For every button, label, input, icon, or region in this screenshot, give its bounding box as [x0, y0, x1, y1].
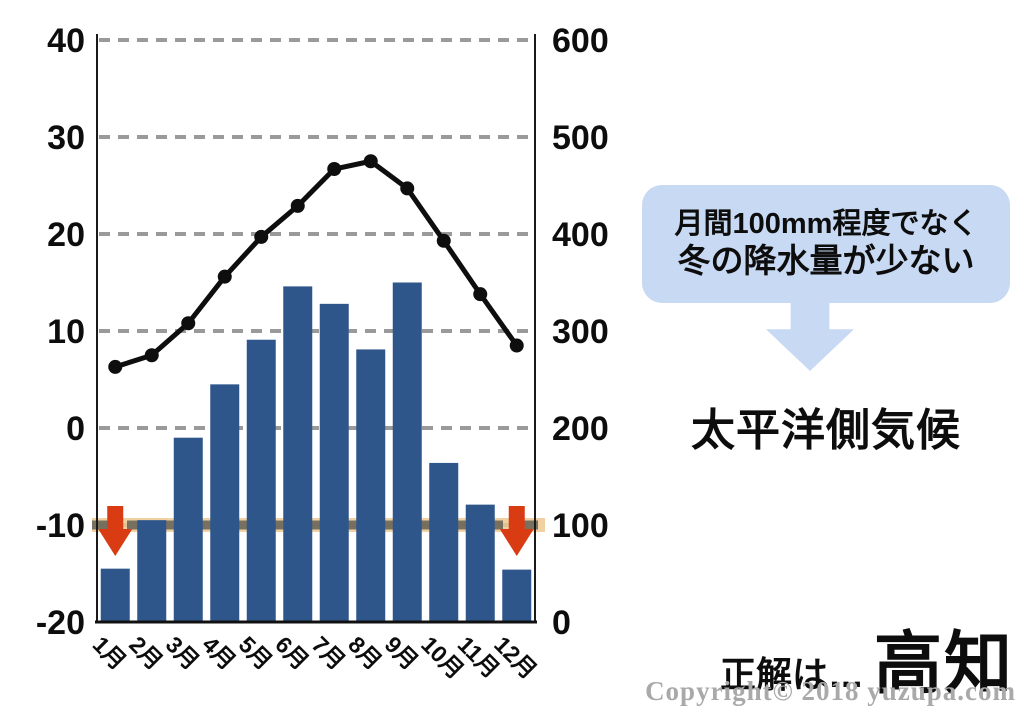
gridlines	[99, 38, 533, 527]
red-down-arrow-icon-12月	[499, 506, 534, 556]
bar-4月	[210, 384, 240, 622]
precipitation-bars	[100, 282, 532, 622]
red-down-arrow-icon-1月	[98, 506, 133, 556]
temperature-point-1月	[108, 359, 123, 374]
month-label-9月: 9月	[380, 631, 424, 675]
bar-6月	[283, 286, 313, 622]
answer-prefix-label: 正解は…	[719, 654, 864, 695]
bar-10月	[429, 462, 459, 622]
copyright-text: Copyright© 2018 yuzupa.com	[645, 676, 1016, 706]
month-label-8月: 8月	[343, 631, 387, 675]
callout-bubble: 月間100mm程度でなく 冬の降水量が少ない	[642, 185, 1010, 303]
month-label-6月: 6月	[270, 631, 314, 675]
temperature-point-8月	[363, 154, 378, 169]
left-tick-label: -10	[36, 507, 85, 545]
right-tick-label: 300	[552, 313, 609, 351]
month-label-3月: 3月	[161, 631, 205, 675]
temperature-point-9月	[400, 181, 415, 196]
temperature-point-10月	[436, 233, 451, 248]
left-tick-label: 40	[47, 22, 85, 60]
temperature-point-5月	[254, 229, 269, 244]
bar-2月	[137, 520, 167, 622]
temperature-point-2月	[144, 348, 159, 363]
bar-12月	[502, 569, 532, 622]
right-tick-label: 600	[552, 22, 609, 60]
answer-value: 高知	[873, 626, 1014, 702]
bar-5月	[246, 339, 276, 622]
temperature-point-4月	[217, 269, 232, 284]
answer-row: 正解は… 高知	[720, 608, 1014, 707]
temperature-point-3月	[181, 316, 196, 331]
left-tick-label: 20	[47, 216, 85, 254]
month-label-2月: 2月	[124, 631, 168, 675]
climate-type-label: 太平洋側気候	[691, 406, 961, 455]
right-tick-label: 200	[552, 410, 609, 448]
left-tick-label: 10	[47, 313, 85, 351]
month-label-7月: 7月	[307, 631, 351, 675]
bar-3月	[173, 437, 203, 622]
right-tick-label: 100	[552, 507, 609, 545]
month-label-1月: 1月	[88, 631, 132, 675]
temperature-point-12月	[509, 338, 524, 353]
bar-9月	[392, 282, 422, 622]
temperature-point-7月	[327, 162, 342, 177]
temperature-point-6月	[290, 198, 305, 213]
bar-1月	[100, 568, 130, 622]
right-tick-label: 400	[552, 216, 609, 254]
right-tick-label: 500	[552, 119, 609, 157]
left-axis-tick-labels: 40 30 20 10 0 -10 -20	[36, 22, 85, 642]
temperature-line	[108, 154, 524, 374]
right-tick-label: 0	[552, 604, 571, 642]
right-axis-tick-labels: 600 500 400 300 200 100 0	[552, 22, 609, 642]
callout-line1: 月間100mm程度でなく	[674, 207, 978, 240]
left-tick-label: 0	[66, 410, 85, 448]
bar-8月	[356, 349, 386, 622]
left-tick-label: 30	[47, 119, 85, 157]
temperature-polyline	[112, 158, 520, 370]
bar-11月	[465, 504, 495, 622]
left-tick-label: -20	[36, 604, 85, 642]
temperature-point-11月	[473, 287, 488, 302]
callout-line2: 冬の降水量が少ない	[677, 241, 975, 279]
month-label-5月: 5月	[234, 631, 278, 675]
month-label-4月: 4月	[197, 631, 241, 675]
bar-7月	[319, 303, 349, 622]
